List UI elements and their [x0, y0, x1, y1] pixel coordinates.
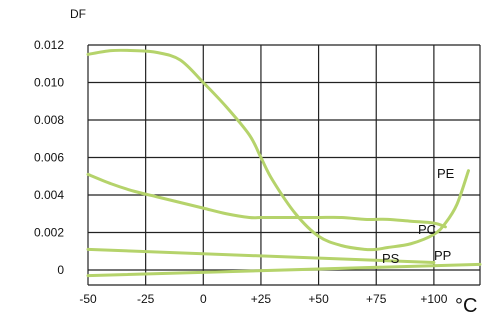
x-tick-label-2: 0 [200, 292, 207, 306]
y-tick-label-6: 0.012 [34, 38, 64, 52]
chart-grid [87, 44, 481, 286]
series-lines [86, 48, 482, 278]
y-tick-label-2: 0.004 [34, 188, 64, 202]
x-tick-label-1: -25 [137, 292, 155, 306]
series-label-pe: PE [437, 166, 455, 181]
x-tick-label-5: +75 [366, 292, 387, 306]
y-tick-label-4: 0.008 [34, 113, 64, 127]
series-line-pp [86, 262, 482, 278]
series-line-pc [86, 172, 447, 229]
x-tick-label-4: +50 [308, 292, 329, 306]
series-line-pe [86, 48, 470, 252]
series-label-ps: PS [382, 251, 400, 266]
series-line-ps [86, 247, 436, 264]
x-axis-unit: °C [455, 295, 477, 317]
y-tick-label-3: 0.006 [34, 151, 64, 165]
y-tick-label-1: 0.002 [34, 226, 64, 240]
series-label-pc: PC [418, 222, 436, 237]
y-tick-label-0: 0 [57, 263, 64, 277]
x-tick-label-0: -50 [79, 292, 97, 306]
y-tick-label-5: 0.010 [34, 76, 64, 90]
x-tick-label-6: +100 [420, 292, 447, 306]
series-label-pp: PP [434, 248, 451, 263]
x-tick-labels: -50 -25 0 +25 +50 +75 +100 [79, 292, 447, 306]
x-tick-label-3: +25 [251, 292, 272, 306]
y-axis-title: DF [70, 7, 86, 21]
y-tick-labels: 0 0.002 0.004 0.006 0.008 0.010 0.012 [34, 38, 64, 277]
